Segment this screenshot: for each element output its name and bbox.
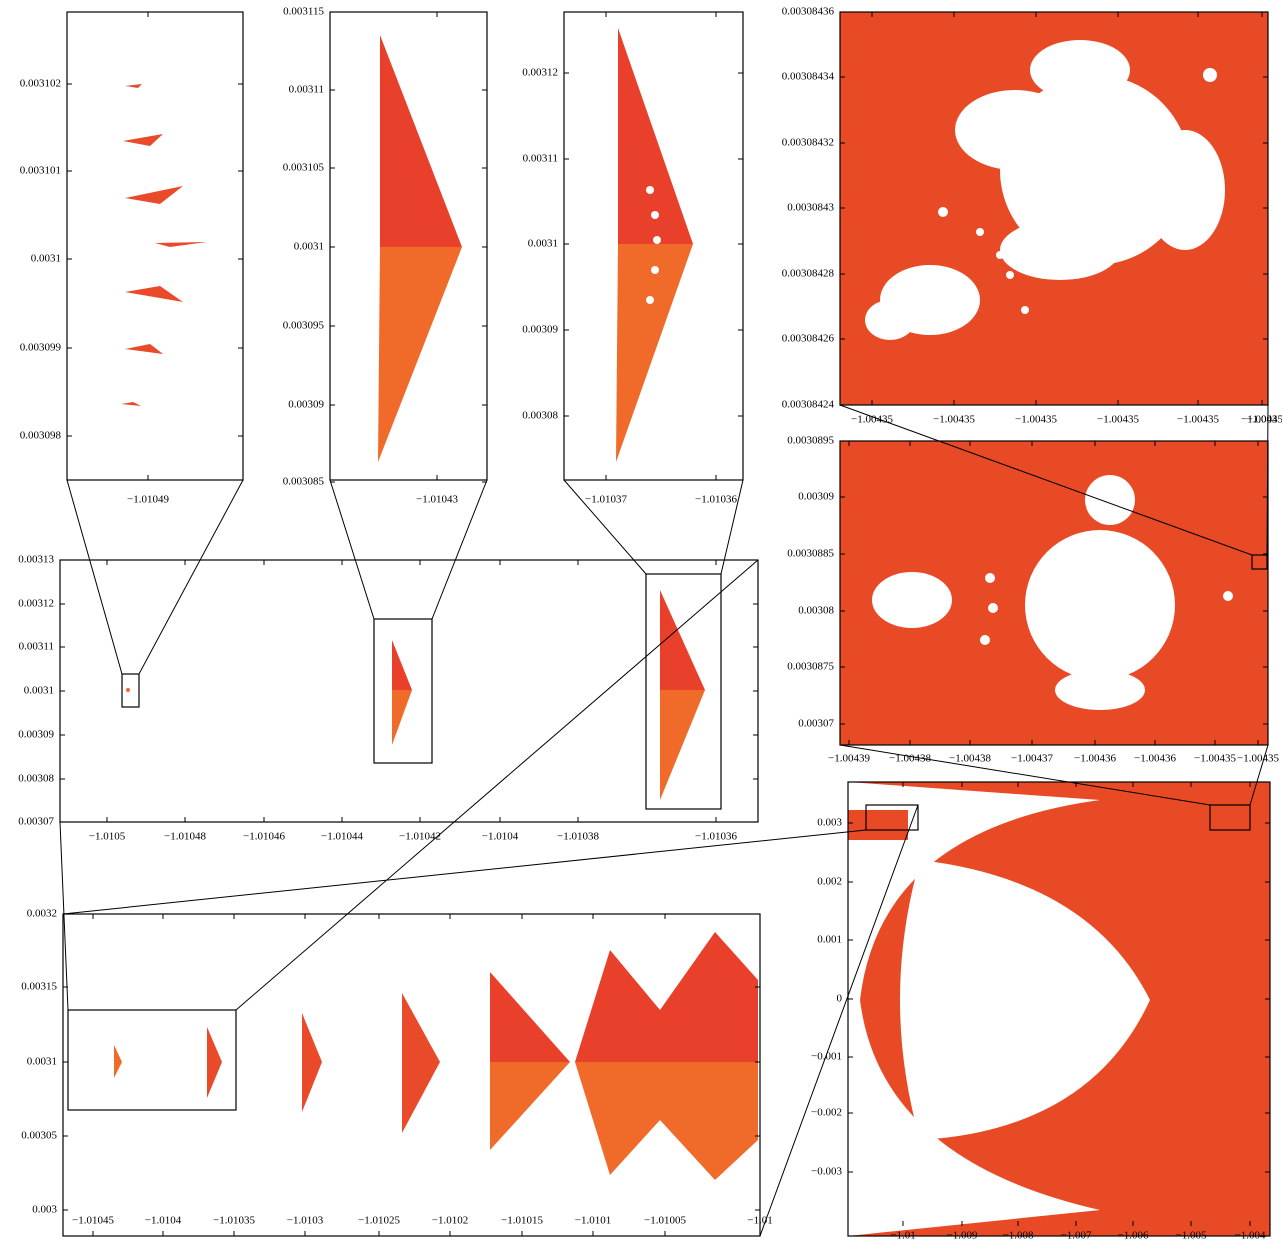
x-tick-label: −1.01046 bbox=[243, 831, 285, 843]
y-tick-label: 0.003101 bbox=[20, 165, 61, 177]
fractal-images bbox=[114, 12, 1270, 1236]
y-tick-label: 0.00308426 bbox=[782, 333, 835, 345]
x-tick-label: −1.01036 bbox=[695, 494, 737, 506]
y-tick-label: 0.003085 bbox=[283, 476, 325, 488]
y-tick-label: 0.00307 bbox=[798, 718, 834, 730]
x-tick-label: −1.00435 bbox=[851, 414, 893, 426]
x-tick-label: −1.01037 bbox=[585, 494, 627, 506]
x-tick-label: −1.01036 bbox=[695, 831, 737, 843]
y-tick-label: −0.003 bbox=[811, 1166, 842, 1178]
x-tick-label: −1.01042 bbox=[399, 831, 441, 843]
x-tick-label: −1.0102 bbox=[432, 1215, 468, 1227]
x-tick-label: −1.01043 bbox=[416, 494, 458, 506]
x-tick-label: −1.00436 bbox=[1134, 753, 1176, 765]
x-tick-label: −1.009 bbox=[947, 1230, 978, 1242]
y-tick-label: 0.003095 bbox=[283, 320, 325, 332]
x-tick-label: −1.00437 bbox=[1011, 753, 1053, 765]
y-tick-label: 0.00315 bbox=[21, 981, 57, 993]
y-tick-label: 0.003 bbox=[817, 817, 842, 829]
y-tick-label: 0.00308 bbox=[522, 410, 558, 422]
y-tick-label: 0.001 bbox=[817, 934, 842, 946]
y-tick-label: 0.00308436 bbox=[782, 6, 835, 18]
y-tick-label: 0.0031 bbox=[31, 253, 61, 265]
x-tick-label: −1.008 bbox=[1003, 1230, 1034, 1242]
x-tick-label: −1.00435 bbox=[1177, 414, 1219, 426]
x-tick-label: −1.00438 bbox=[889, 753, 931, 765]
y-tick-label: 0.00309 bbox=[288, 399, 324, 411]
y-tick-label: −0.002 bbox=[811, 1107, 842, 1119]
x-tick-label: −1.00435 bbox=[1015, 414, 1057, 426]
x-tick-label: −1.01015 bbox=[501, 1215, 543, 1227]
x-tick-label: −1.00439 bbox=[828, 753, 870, 765]
y-tick-label: 0.003099 bbox=[20, 342, 62, 354]
y-tick-label: 0.0031 bbox=[24, 685, 54, 697]
x-tick-label: −1.00435 bbox=[1241, 414, 1282, 426]
x-tick-label: −1.01 bbox=[890, 1230, 915, 1242]
x-tick-label: −1.01025 bbox=[358, 1215, 400, 1227]
y-tick-label: 0.00311 bbox=[19, 641, 54, 653]
x-tick-label: −1.0105 bbox=[89, 831, 126, 843]
y-tick-label: 0 bbox=[837, 993, 843, 1005]
x-tick-label: −1.004 bbox=[1235, 1230, 1266, 1242]
x-tick-label: −1.0103 bbox=[287, 1215, 324, 1227]
y-tick-label: 0.0030843 bbox=[787, 202, 834, 214]
y-tick-label: 0.00311 bbox=[289, 84, 324, 96]
x-tick-label: −1.01045 bbox=[72, 1215, 114, 1227]
y-tick-label: 0.003105 bbox=[283, 162, 325, 174]
y-tick-label: 0.0031 bbox=[294, 241, 324, 253]
x-tick-label: −1.00435 bbox=[1097, 414, 1139, 426]
x-tick-label: −1.006 bbox=[1118, 1230, 1149, 1242]
y-tick-label: 0.0030885 bbox=[787, 548, 834, 560]
x-tick-label: −1.01035 bbox=[213, 1215, 255, 1227]
y-tick-label: 0.00308428 bbox=[782, 268, 835, 280]
x-tick-label: −1.00435 bbox=[1194, 753, 1236, 765]
x-tick-label: −1.0101 bbox=[575, 1215, 611, 1227]
y-tick-label: 0.002 bbox=[817, 876, 842, 888]
y-tick-label: 0.00308434 bbox=[782, 71, 835, 83]
x-tick-label: −1.00435 bbox=[1237, 753, 1279, 765]
y-tick-label: 0.00308 bbox=[798, 605, 834, 617]
y-tick-label: 0.00308 bbox=[18, 773, 54, 785]
y-tick-label: 0.003115 bbox=[283, 6, 324, 18]
x-tick-label: −1.0104 bbox=[482, 831, 519, 843]
y-tick-label: 0.0030875 bbox=[787, 661, 834, 673]
y-tick-label: 0.00312 bbox=[18, 598, 54, 610]
y-tick-label: 0.0032 bbox=[27, 908, 57, 920]
x-tick-label: −1.01 bbox=[747, 1215, 772, 1227]
y-tick-label: 0.00308424 bbox=[782, 399, 835, 411]
x-tick-label: −1.00436 bbox=[1074, 753, 1116, 765]
x-tick-label: −1.0104 bbox=[145, 1215, 182, 1227]
y-tick-label: 0.00307 bbox=[18, 816, 54, 828]
y-tick-label: 0.00313 bbox=[18, 554, 54, 566]
y-tick-label: 0.003102 bbox=[20, 78, 61, 90]
y-tick-label: 0.0031 bbox=[528, 238, 558, 250]
x-tick-label: −1.007 bbox=[1061, 1230, 1092, 1242]
y-tick-label: 0.0031 bbox=[27, 1056, 57, 1068]
y-tick-label: 0.00309 bbox=[18, 729, 54, 741]
y-tick-label: 0.00312 bbox=[522, 67, 558, 79]
x-tick-label: −1.01005 bbox=[644, 1215, 686, 1227]
y-tick-label: 0.003 bbox=[32, 1204, 57, 1216]
x-tick-label: −1.01049 bbox=[127, 494, 169, 506]
y-tick-label: 0.00305 bbox=[21, 1130, 57, 1142]
y-tick-label: 0.00311 bbox=[523, 153, 558, 165]
y-tick-label: 0.0030895 bbox=[787, 435, 834, 447]
x-tick-label: −1.00438 bbox=[949, 753, 991, 765]
x-tick-label: −1.005 bbox=[1176, 1230, 1207, 1242]
x-tick-label: −1.00435 bbox=[933, 414, 975, 426]
y-tick-label: 0.00308432 bbox=[782, 137, 834, 149]
x-tick-label: −1.01038 bbox=[557, 831, 599, 843]
y-tick-label: 0.00309 bbox=[522, 324, 558, 336]
x-tick-label: −1.004 bbox=[1247, 414, 1278, 426]
x-tick-label: −1.01044 bbox=[321, 831, 363, 843]
y-tick-label: 0.003098 bbox=[20, 430, 62, 442]
x-tick-label: −1.01048 bbox=[164, 831, 206, 843]
y-tick-label: 0.00309 bbox=[798, 491, 834, 503]
y-tick-label: −0.001 bbox=[811, 1051, 842, 1063]
